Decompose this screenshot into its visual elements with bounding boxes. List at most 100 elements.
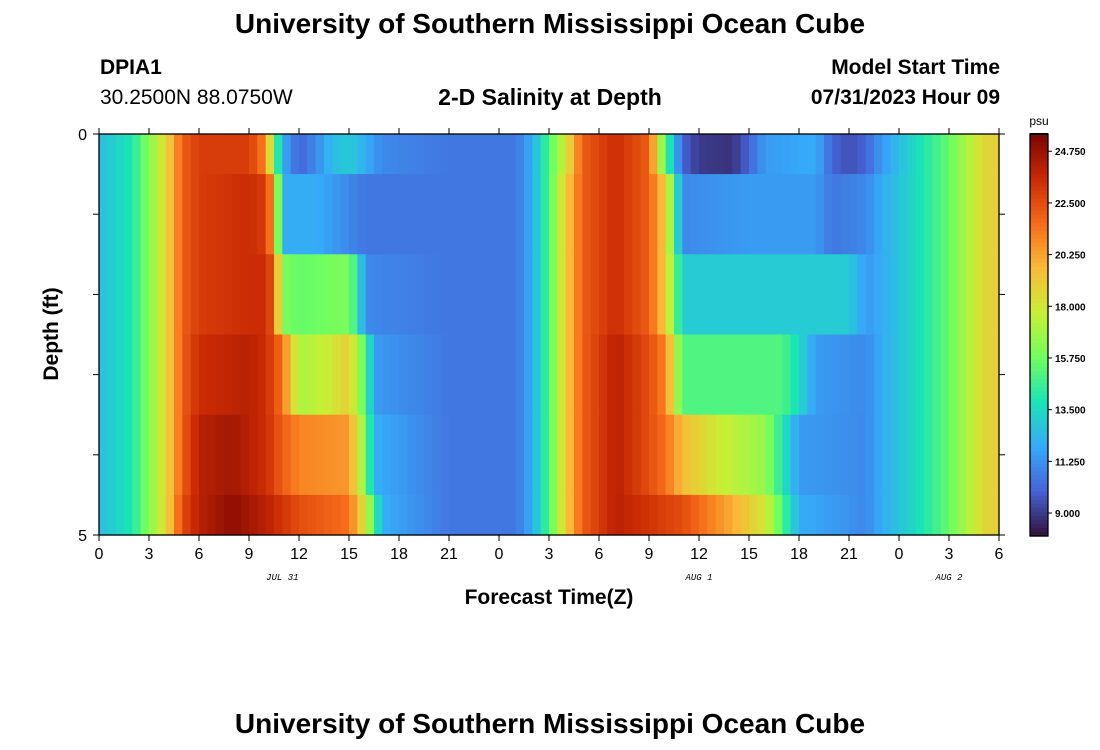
colorbar-swatch <box>1030 178 1048 183</box>
heatmap-cell <box>265 134 275 175</box>
heatmap-cell <box>299 334 308 416</box>
heatmap-cell <box>715 134 725 175</box>
heatmap-cell <box>515 174 525 255</box>
heatmap-cell <box>149 334 158 416</box>
heatmap-cell <box>607 134 617 175</box>
heatmap-cell <box>740 134 750 175</box>
heatmap-cell <box>157 494 167 536</box>
heatmap-cell <box>257 174 267 255</box>
heatmap-cell <box>965 334 975 416</box>
heatmap-cell <box>240 494 250 536</box>
heatmap-cell <box>240 174 250 255</box>
heatmap-cell <box>182 134 192 175</box>
heatmap-cell <box>824 134 833 175</box>
heatmap-cell <box>415 174 425 255</box>
heatmap-cell <box>349 414 358 496</box>
colorbar-swatch <box>1030 306 1048 312</box>
heatmap-cell <box>865 134 875 175</box>
heatmap-cell <box>732 334 742 416</box>
heatmap-cell <box>499 254 508 336</box>
colorbar-swatch <box>1030 523 1048 529</box>
colorbar-swatch <box>1030 206 1048 211</box>
heatmap-cell <box>182 254 192 336</box>
heatmap-cell <box>382 414 392 496</box>
heatmap-cell <box>465 334 475 416</box>
heatmap-cell <box>974 254 983 336</box>
heatmap-cell <box>490 334 500 416</box>
heatmap-cell <box>124 174 133 255</box>
heatmap-cell <box>390 414 400 496</box>
heatmap-cell <box>115 254 125 336</box>
heatmap-cell <box>990 134 1000 175</box>
heatmap-cell <box>240 414 250 496</box>
heatmap-cell <box>224 494 233 536</box>
heatmap-cell <box>149 174 158 255</box>
heatmap-cell <box>140 254 150 336</box>
colorbar-swatch <box>1030 150 1048 155</box>
heatmap-cell <box>674 334 683 416</box>
heatmap-cell <box>932 334 942 416</box>
heatmap-cell <box>432 254 442 336</box>
colorbar-swatch <box>1030 298 1048 304</box>
heatmap-cell <box>790 494 800 536</box>
heatmap-cell <box>982 414 992 496</box>
heatmap-cell <box>815 334 825 416</box>
heatmap-cell <box>149 254 158 336</box>
heatmap-cell <box>982 134 992 175</box>
heatmap-cell <box>974 134 983 175</box>
heatmap-cell <box>382 134 392 175</box>
heatmap-cell <box>682 174 692 255</box>
heatmap-cell <box>490 254 500 336</box>
heatmap-cell <box>874 174 883 255</box>
heatmap-cell <box>915 414 925 496</box>
heatmap-cell <box>474 134 483 175</box>
heatmap-cell <box>532 334 542 416</box>
heatmap-cell <box>782 254 792 336</box>
heatmap-cell <box>315 254 325 336</box>
heatmap-cell <box>565 494 575 536</box>
heatmap-cell <box>757 254 767 336</box>
heatmap-cell <box>157 254 167 336</box>
heatmap-cell <box>915 334 925 416</box>
heatmap-cell <box>599 254 608 336</box>
heatmap-cell <box>582 494 592 536</box>
heatmap-cell <box>274 334 283 416</box>
heatmap-cell <box>440 254 450 336</box>
heatmap-cell <box>940 494 950 536</box>
heatmap-cell <box>724 134 733 175</box>
heatmap-cell <box>840 334 850 416</box>
heatmap-cell <box>724 174 733 255</box>
colorbar-swatch <box>1030 258 1048 264</box>
heatmap-cell <box>432 494 442 536</box>
heatmap-cell <box>115 494 125 536</box>
heatmap-cell <box>799 134 808 175</box>
heatmap-cell <box>840 174 850 255</box>
colorbar-swatch <box>1030 447 1048 453</box>
colorbar-swatch <box>1030 427 1048 433</box>
model-start-value: 07/31/2023 Hour 09 <box>810 86 1000 109</box>
heatmap-cell <box>174 494 183 536</box>
date-label: JUL 31 <box>266 573 298 583</box>
chart-title: 2-D Salinity at Depth <box>438 84 662 110</box>
heatmap-cell <box>215 254 225 336</box>
heatmap-cell <box>882 174 892 255</box>
heatmap-cell <box>424 414 433 496</box>
heatmap-cell <box>407 254 417 336</box>
x-axis: 0 3 6 9 12 15 18 21 0 3 6 9 12 15 18 21 0 3 6 JUL 31 AUG 1 AU… <box>95 128 1004 583</box>
colorbar-swatch <box>1030 218 1048 224</box>
heatmap-cell <box>740 174 750 255</box>
heatmap-cell <box>849 494 858 536</box>
colorbar-swatch <box>1030 371 1048 376</box>
colorbar-swatch <box>1030 511 1048 517</box>
heatmap-cell <box>132 134 142 175</box>
heatmap-cell <box>649 254 658 336</box>
heatmap-cell <box>832 414 842 496</box>
colorbar-swatch <box>1030 210 1048 215</box>
heatmap-cell <box>982 494 992 536</box>
colorbar-swatch <box>1030 190 1048 195</box>
heatmap-cell <box>790 334 800 416</box>
heatmap-cell <box>882 134 892 175</box>
heatmap-cell <box>815 134 825 175</box>
heatmap-cell <box>474 174 483 255</box>
colorbar-swatch <box>1030 226 1048 232</box>
